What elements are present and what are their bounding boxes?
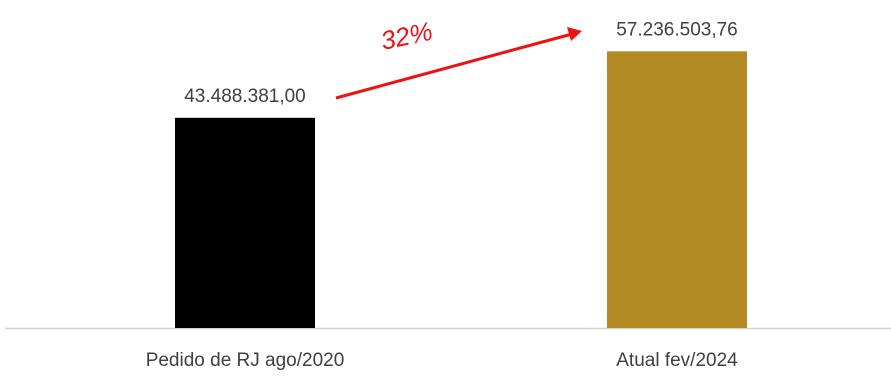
bar-2 [607, 51, 747, 328]
growth-arrow-head [567, 27, 582, 41]
bar-1 [175, 117, 315, 329]
growth-annotation: 32% [335, 16, 582, 100]
value-label-2: 57.236.503,76 [616, 19, 738, 40]
category-label-2: Atual fev/2024 [616, 350, 738, 371]
value-label-1: 43.488.381,00 [184, 86, 306, 107]
bars-layer [175, 51, 747, 329]
growth-arrow-line [335, 32, 573, 100]
value-labels-layer: 43.488.381,00 57.236.503,76 [184, 19, 738, 106]
growth-percent-label: 32% [378, 16, 435, 56]
category-labels-layer: Pedido de RJ ago/2020 Atual fev/2024 [146, 350, 738, 371]
category-label-1: Pedido de RJ ago/2020 [146, 350, 345, 371]
